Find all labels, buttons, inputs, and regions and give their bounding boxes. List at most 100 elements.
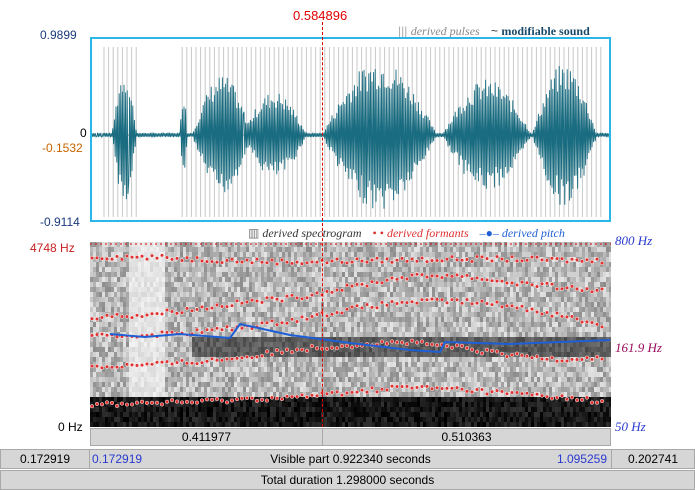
- spectrogram-cell: [447, 242, 450, 247]
- spectrogram-panel[interactable]: [90, 242, 611, 427]
- spectrogram-cell: [441, 357, 444, 362]
- spectrogram-cell: [408, 272, 411, 277]
- spectrogram-cell: [168, 377, 171, 382]
- waveform-panel[interactable]: [90, 37, 611, 222]
- spectrogram-cell: [225, 312, 228, 317]
- spectrogram-cell: [90, 347, 93, 352]
- spectrogram-cell: [132, 387, 135, 392]
- spectrogram-cell: [477, 307, 480, 312]
- spectrogram-cell: [168, 292, 171, 297]
- spectrogram-cell: [117, 412, 120, 417]
- spectrogram-cell: [132, 407, 135, 412]
- spectrogram-cell: [333, 387, 336, 392]
- spectrogram-cell: [357, 397, 360, 402]
- spectrogram-cell: [393, 247, 396, 252]
- spectrogram-cell: [405, 392, 408, 397]
- spectrogram-cell: [384, 307, 387, 312]
- spectrogram-cell: [477, 252, 480, 257]
- spectrogram-cell: [264, 422, 267, 427]
- spectrogram-cell: [354, 312, 357, 317]
- spectrogram-cell: [186, 402, 189, 407]
- spectrogram-cell: [411, 277, 414, 282]
- spectrogram-cell: [240, 292, 243, 297]
- spectrogram-cell: [417, 412, 420, 417]
- spectrogram-cell: [186, 367, 189, 372]
- spectrogram-cell: [210, 392, 213, 397]
- spectrogram-cell: [243, 387, 246, 392]
- spectrogram-cell: [267, 332, 270, 337]
- spectrogram-cell: [390, 292, 393, 297]
- spectrogram-cell: [390, 257, 393, 262]
- spectrogram-cell: [240, 337, 243, 342]
- spectrogram-cell: [117, 337, 120, 342]
- spectrogram-cell: [189, 412, 192, 417]
- spectrogram-cell: [393, 412, 396, 417]
- spectrogram-cell: [318, 352, 321, 357]
- spectrogram-cell: [357, 272, 360, 277]
- spectrogram-cell: [138, 422, 141, 427]
- spectrogram-cell: [153, 407, 156, 412]
- spectrogram-cell: [126, 272, 129, 277]
- spectrogram-cell: [261, 307, 264, 312]
- spectrogram-cell: [237, 282, 240, 287]
- spectrogram-cell: [168, 282, 171, 287]
- spectrogram-cell: [399, 367, 402, 372]
- spectrogram-cell: [357, 367, 360, 372]
- spectrogram-cell: [198, 257, 201, 262]
- spectrogram-cell: [153, 292, 156, 297]
- spectrogram-cell: [156, 347, 159, 352]
- spectrogram-cell: [252, 332, 255, 337]
- spectrogram-cell: [369, 417, 372, 422]
- spectrogram-cell: [150, 277, 153, 282]
- spectrogram-cell: [327, 422, 330, 427]
- spectrogram-cell: [465, 402, 468, 407]
- waveform-legend: ||| derived pulses ~ modifiable sound: [398, 24, 590, 39]
- spectrogram-cell: [378, 422, 381, 427]
- spectrogram-cell: [420, 317, 423, 322]
- spectrogram-cell: [294, 402, 297, 407]
- spectrogram-cell: [288, 312, 291, 317]
- spectrogram-cell: [306, 322, 309, 327]
- spectrogram-cell: [435, 322, 438, 327]
- spectrogram-cell: [186, 382, 189, 387]
- spectrogram-cell: [240, 262, 243, 267]
- spectrogram-cell: [330, 327, 333, 332]
- spectrogram-cell: [378, 287, 381, 292]
- spectrogram-cell: [378, 322, 381, 327]
- spectrogram-cell: [213, 307, 216, 312]
- spectrogram-cell: [267, 262, 270, 267]
- spectrogram-cell: [276, 287, 279, 292]
- spectrogram-cell: [357, 392, 360, 397]
- spectrogram-cell: [111, 292, 114, 297]
- spectrogram-cell: [174, 342, 177, 347]
- spectrogram-cell: [90, 297, 93, 302]
- spectrogram-cell: [384, 337, 387, 342]
- spectrogram-cell: [267, 257, 270, 262]
- spectrogram-cell: [123, 382, 126, 387]
- spectrogram-cell: [303, 242, 306, 247]
- spectrogram-cell: [414, 422, 417, 427]
- spectrogram-cell: [135, 407, 138, 412]
- spectrogram-cell: [135, 392, 138, 397]
- spectrogram-cell: [468, 307, 471, 312]
- spectrogram-cell: [291, 407, 294, 412]
- spectrogram-cell: [177, 422, 180, 427]
- spectrogram-cell: [330, 277, 333, 282]
- spectrogram-cell: [153, 422, 156, 427]
- spectrogram-cell: [138, 377, 141, 382]
- spectrogram-cell: [351, 292, 354, 297]
- spectrogram-cell: [399, 332, 402, 337]
- spectrogram-cell: [93, 347, 96, 352]
- spectrogram-cell: [279, 267, 282, 272]
- spectrogram-cell: [336, 382, 339, 387]
- spectrogram-cell: [99, 417, 102, 422]
- spectrogram-cell: [450, 352, 453, 357]
- spectrogram-cell: [120, 412, 123, 417]
- spectrogram-cell: [447, 332, 450, 337]
- spectrogram-cell: [393, 257, 396, 262]
- spectrogram-cell: [441, 412, 444, 417]
- spectrogram-cell: [240, 417, 243, 422]
- spectrogram-cell: [453, 287, 456, 292]
- spectrogram-cell: [153, 312, 156, 317]
- spectrogram-cell: [126, 382, 129, 387]
